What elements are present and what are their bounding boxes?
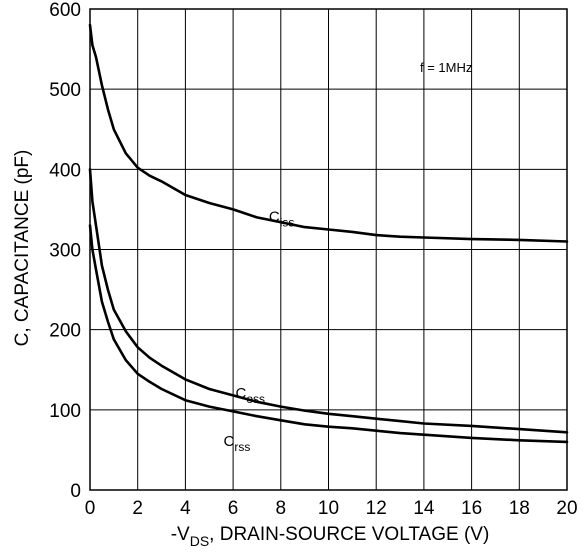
x-axis-title-suffix: , DRAIN-SOURCE VOLTAGE (V) (209, 524, 489, 545)
series-label-oss: Coss (235, 385, 265, 406)
grid (89, 8, 568, 491)
y-tick-label: 500 (49, 80, 81, 101)
x-tick-label: 18 (509, 498, 530, 519)
y-tick-label: 600 (49, 0, 81, 21)
series-line-oss (88, 168, 569, 434)
x-tick-label: 4 (180, 498, 191, 519)
y-tick-label: 100 (49, 401, 81, 422)
y-tick-label: 400 (49, 160, 81, 181)
y-tick-label: 300 (49, 241, 81, 262)
x-tick-label: 2 (132, 498, 143, 519)
x-tick-label: 8 (276, 498, 287, 519)
series-line-iss (88, 23, 569, 243)
series-label-subscript: oss (246, 392, 265, 406)
x-axis-title-subscript: DS (190, 533, 209, 549)
x-tick-label: 6 (228, 498, 239, 519)
series-label-name: C (224, 433, 235, 450)
y-tick-label: 0 (70, 481, 81, 502)
x-axis-title: -VDS, DRAIN-SOURCE VOLTAGE (V) (171, 524, 490, 549)
frequency-annotation: f = 1MHz (420, 60, 472, 75)
curves (88, 23, 569, 444)
series-label-subscript: iss (280, 215, 295, 229)
series-label-rss: Crss (224, 433, 251, 454)
y-tick-label: 200 (49, 321, 81, 342)
y-axis-title: C, CAPACITANCE (pF) (12, 150, 33, 347)
series-label-name: C (235, 385, 246, 402)
x-tick-label: 0 (85, 498, 96, 519)
series-line-rss (88, 224, 569, 444)
series-label-iss: Ciss (269, 208, 295, 229)
x-axis-title-prefix: -V (171, 524, 190, 545)
x-tick-label: 16 (461, 498, 482, 519)
series-label-name: C (269, 208, 280, 225)
series-label-subscript: rss (234, 440, 250, 454)
labels: 0 2 4 6 8 10 12 14 16 18 200100200300400500600Ciss… (49, 0, 577, 519)
x-tick-label: 14 (413, 498, 435, 519)
plot-frame (89, 8, 568, 491)
x-tick-label: 20 (556, 498, 577, 519)
x-tick-label: 12 (366, 498, 387, 519)
x-tick-label: 10 (318, 498, 339, 519)
